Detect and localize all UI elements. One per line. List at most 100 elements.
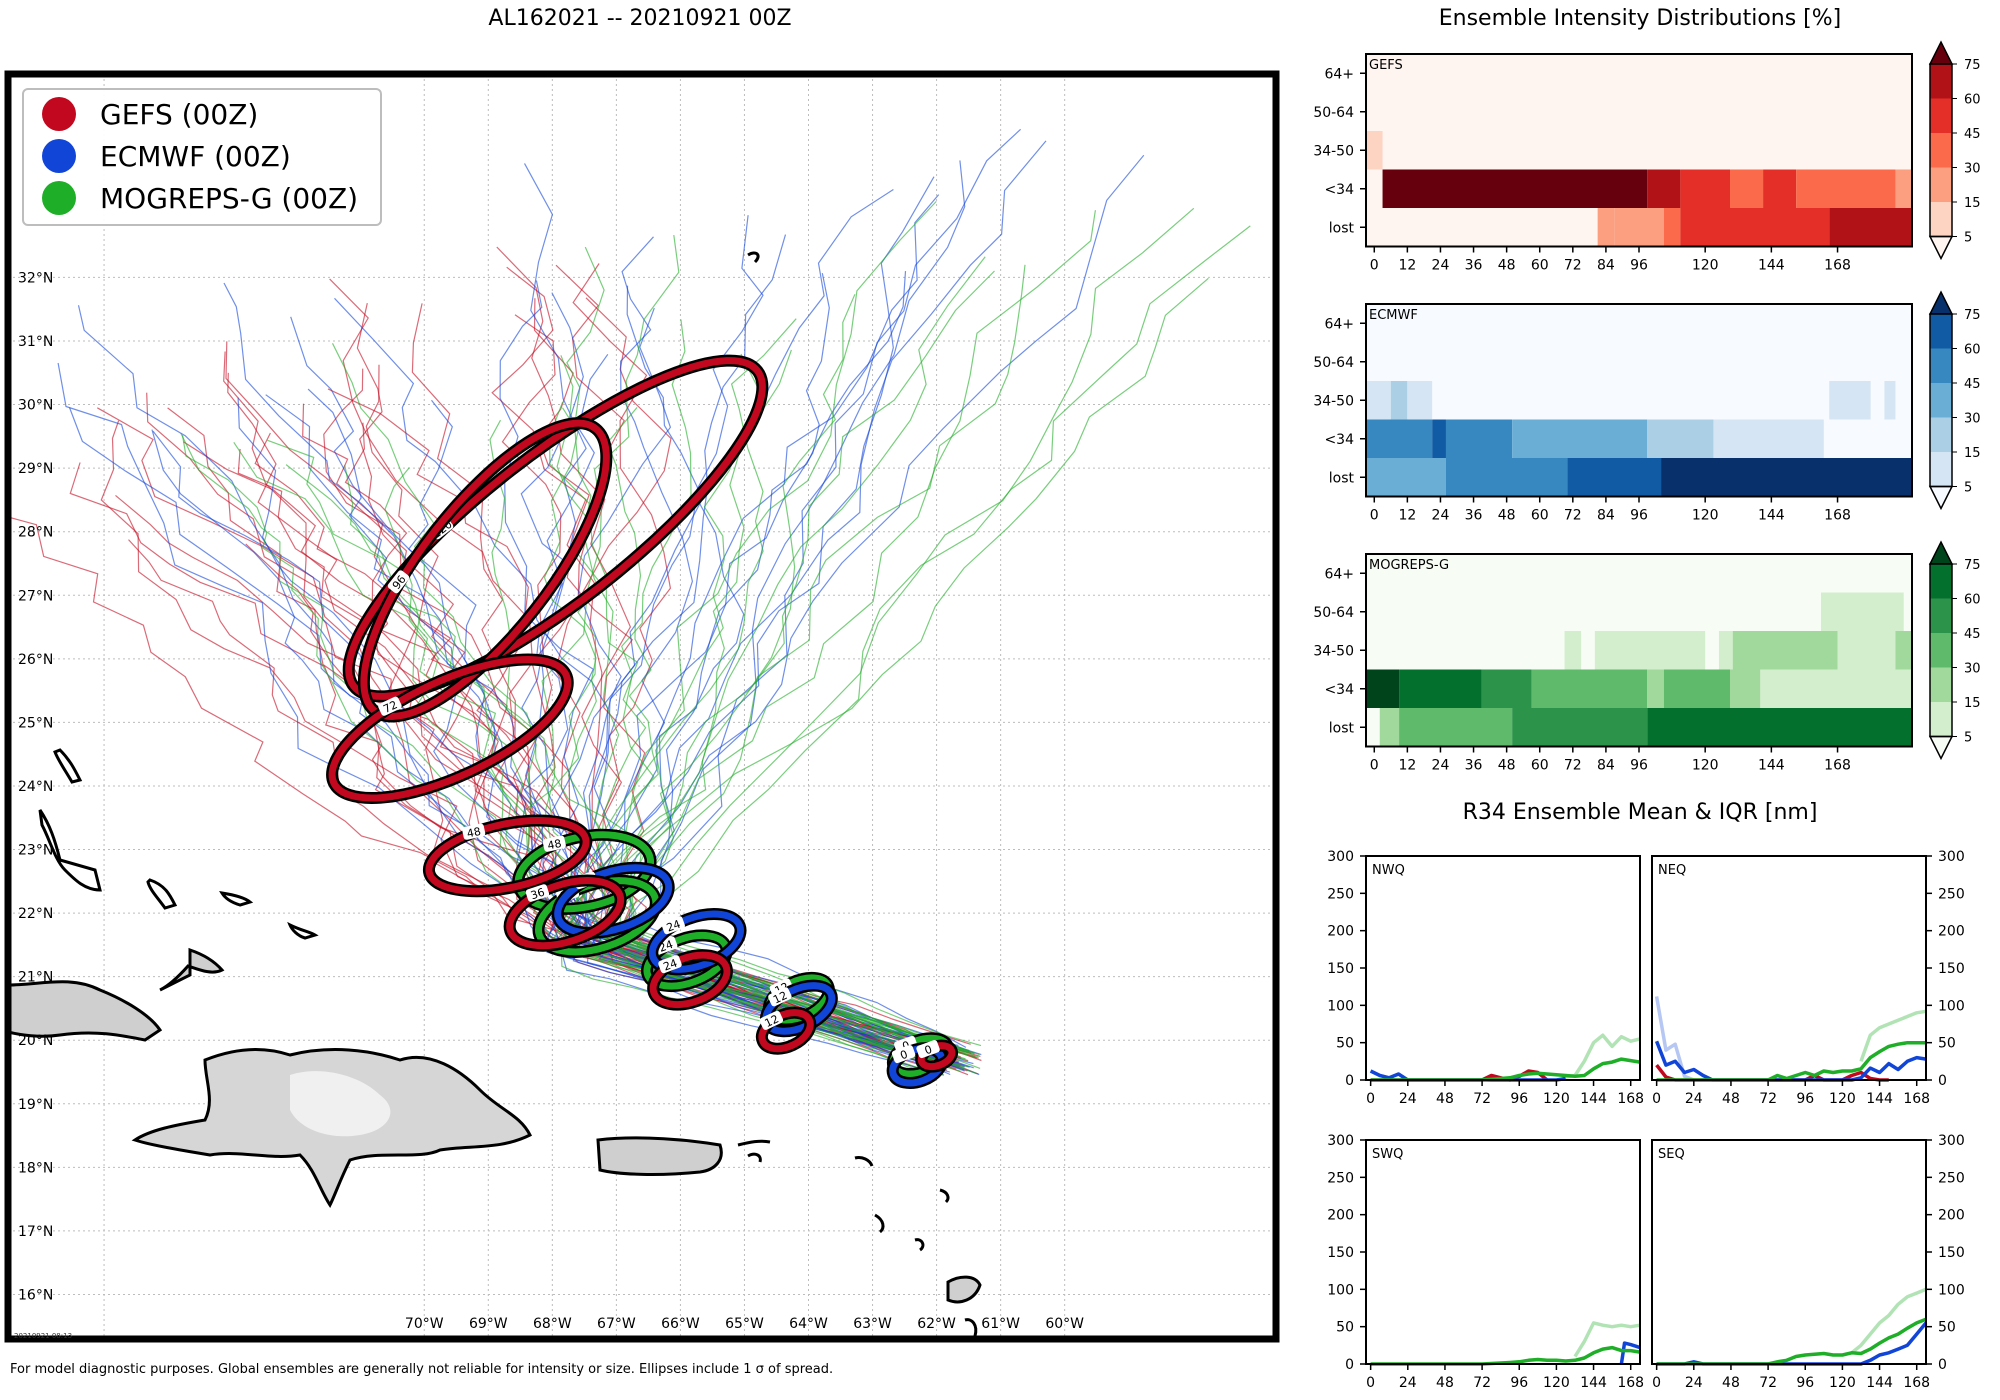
- heatmap-x-tick-label: 96: [1630, 758, 1648, 774]
- heatmap-cell: [1382, 169, 1648, 208]
- r34-line-mogreps-g-iqr: [1565, 1033, 1641, 1079]
- heatmap-title: ECMWF: [1369, 308, 1418, 323]
- heatmap-x-tick-label: 0: [1370, 508, 1379, 524]
- r34-line-mogreps-g: [1656, 1317, 1927, 1366]
- ellipse-gefs: [506, 877, 625, 950]
- intensity-heatmaps: 64+ 50-64 34-50 <34 lost GEFS 0 12 24 36 48 60 72 84 9…: [1313, 40, 1981, 774]
- heatmap-cell: [1647, 708, 1912, 747]
- r34-line-mogreps-g-iqr: [1850, 1287, 1927, 1355]
- r34-frame: [1651, 855, 1927, 1081]
- r34-line-mogreps-g: [1370, 1057, 1641, 1082]
- r34-x-tick-label: 48: [1436, 1375, 1454, 1391]
- heatmap-x-tick-label: 120: [1692, 508, 1719, 524]
- heatmap-cell: [1399, 669, 1482, 708]
- r34-title: R34 Ensemble Mean & IQR [nm]: [1462, 800, 1818, 825]
- lat-label: 22°N: [18, 906, 53, 922]
- r34-y-tick-label: 300: [1938, 1133, 1965, 1149]
- colorbar-top-arrow: [1928, 290, 1954, 315]
- heatmap-title: GEFS: [1369, 58, 1403, 73]
- lat-label: 21°N: [18, 970, 53, 986]
- heatmap-cell: [1366, 381, 1391, 420]
- heatmap-cell: [1760, 669, 1912, 708]
- r34-panel-title: NEQ: [1658, 863, 1686, 878]
- r34-x-tick-label: 0: [1366, 1375, 1375, 1391]
- map-legend: GEFS (00Z) ECMWF (00Z) MOGREPS-G (00Z): [22, 88, 382, 226]
- lat-label: 23°N: [18, 843, 53, 859]
- heatmap-cell: [1597, 208, 1615, 247]
- land-anguilla: [854, 1156, 874, 1167]
- heatmap-row-label: <34: [1324, 432, 1354, 448]
- lat-label: 30°N: [18, 398, 53, 414]
- land-barbuda: [874, 1213, 885, 1234]
- track-mogreps-g: [613, 264, 1026, 1056]
- ellipse-ecmwf: [554, 864, 673, 937]
- heatmap-row-label: 50-64: [1313, 105, 1354, 121]
- ellipse-group: 24: [646, 908, 747, 976]
- heatmap-x-tick-label: 60: [1531, 758, 1549, 774]
- ellipse-label-bg: [542, 835, 566, 852]
- r34-x-tick-label: 168: [1903, 1375, 1930, 1391]
- r34-panel-neq: NEQ 0 24 48 72 96 120 144 168 0 50 100 150 200 250 300: [1651, 849, 1965, 1107]
- ellipse-hour-label: 48: [466, 825, 482, 841]
- lon-label: 67°W: [597, 1316, 636, 1332]
- r34-y-tick-label: 100: [1938, 1282, 1965, 1298]
- lat-label: 24°N: [18, 779, 53, 795]
- land-bahamas-4: [219, 891, 254, 907]
- lon-label: 61°W: [981, 1316, 1020, 1332]
- colorbar-bottom-arrow: [1928, 485, 1954, 511]
- colorbar-segment: [1930, 598, 1952, 633]
- land-bermuda-islet: [747, 1152, 762, 1163]
- heatmap-x-tick-label: 60: [1531, 258, 1549, 274]
- r34-y-tick-label: 150: [1327, 961, 1354, 977]
- track-gefs: [245, 543, 960, 1069]
- r34-y-tick-label: 150: [1938, 1245, 1965, 1261]
- lat-label: 32°N: [18, 270, 53, 286]
- r34-y-tick-label: 100: [1327, 1282, 1354, 1298]
- lat-label: 18°N: [18, 1160, 53, 1176]
- heatmap-cell: [1614, 208, 1664, 247]
- heatmap-cell: [1680, 208, 1830, 247]
- land-bahamas-3: [146, 878, 178, 910]
- lon-label: 62°W: [917, 1316, 956, 1332]
- land-bahamas-5: [159, 947, 225, 992]
- land-hispaniola-highland: [290, 1071, 391, 1137]
- lon-label: 60°W: [1045, 1316, 1084, 1332]
- legend-item-ecmwf: ECMWF (00Z): [42, 136, 291, 176]
- colorbar-segment: [1930, 417, 1952, 452]
- heatmap-cell: [1407, 381, 1433, 420]
- heatmap-row-label: lost: [1329, 470, 1355, 486]
- ellipse-group: 0: [886, 1042, 949, 1089]
- colorbar-top-arrow: [1928, 40, 1954, 65]
- land-turks: [287, 921, 319, 940]
- r34-panel-nwq: NWQ 0 24 48 72 96 120 144 168 0 50 100 150 200 250 300: [1327, 849, 1644, 1107]
- ellipse-hour-label: 12: [763, 1012, 781, 1030]
- land-puerto-rico: [596, 1136, 723, 1176]
- heatmap-cell: [1390, 381, 1408, 420]
- ellipse-label-bg: [916, 1040, 940, 1059]
- ellipse-hour-label: 0: [898, 1048, 909, 1063]
- ellipse-label-bg: [378, 696, 402, 716]
- heatmap-x-tick-label: 168: [1824, 258, 1851, 274]
- r34-y-tick-label: 50: [1938, 1036, 1956, 1052]
- colorbar-segment: [1930, 564, 1952, 599]
- r34-x-tick-label: 144: [1866, 1375, 1893, 1391]
- ellipse-hour-label: 48: [546, 837, 562, 853]
- heatmap-cell: [1821, 592, 1904, 631]
- lat-label: 17°N: [18, 1224, 53, 1240]
- legend-label-gefs: GEFS (00Z): [100, 97, 259, 131]
- ellipse-label-bg: [387, 570, 410, 594]
- heatmap-cell: [1445, 458, 1568, 497]
- heatmap-x-tick-label: 168: [1824, 508, 1851, 524]
- map-area: 12096724848363636242424121212000: [8, 74, 1276, 1339]
- ellipse-label-bg: [462, 823, 486, 840]
- r34-x-tick-label: 24: [1685, 1091, 1703, 1107]
- lat-label: 16°N: [18, 1288, 53, 1304]
- colorbar-tick-label: 45: [1964, 377, 1981, 392]
- heatmap-row-label: <34: [1324, 682, 1354, 698]
- colorbar-segment: [1930, 64, 1952, 99]
- r34-panel-title: NWQ: [1372, 863, 1405, 878]
- r34-x-tick-label: 168: [1903, 1091, 1930, 1107]
- r34-y-tick-label: 200: [1938, 1208, 1965, 1224]
- r34-x-tick-label: 48: [1722, 1091, 1740, 1107]
